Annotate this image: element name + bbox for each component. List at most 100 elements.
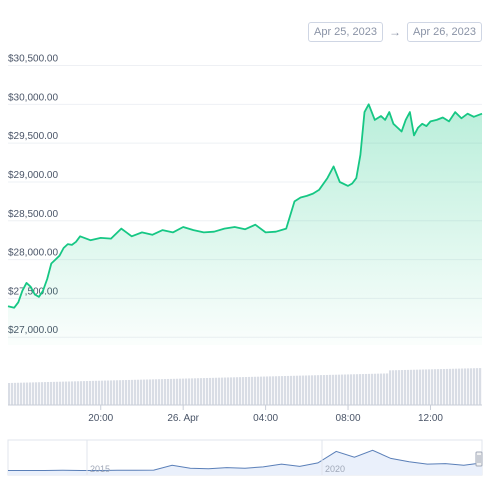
volume-bar: [239, 377, 242, 405]
volume-bar: [293, 375, 296, 405]
volume-bar: [362, 374, 365, 405]
x-tick-label: 26. Apr: [167, 413, 199, 424]
volume-bar: [233, 377, 236, 405]
volume-bar: [128, 379, 131, 405]
price-area: [8, 104, 482, 345]
volume-bar: [326, 374, 329, 405]
volume-bar: [311, 375, 314, 405]
volume-bar: [200, 378, 203, 405]
volume-bar: [179, 378, 182, 405]
volume-bar: [257, 376, 260, 405]
volume-bar: [308, 375, 311, 405]
volume-bar: [161, 379, 164, 405]
volume-bar: [272, 376, 275, 405]
volume-bar: [80, 381, 83, 405]
volume-bar: [335, 374, 338, 405]
volume-bar: [299, 375, 302, 405]
end-date-field[interactable]: Apr 26, 2023: [407, 22, 482, 42]
volume-bar: [350, 374, 353, 405]
volume-bar: [113, 380, 116, 405]
volume-bar: [443, 368, 446, 405]
volume-bar: [338, 374, 341, 405]
volume-bar: [440, 369, 443, 405]
volume-bar: [218, 377, 221, 405]
volume-bar: [236, 377, 239, 405]
volume-bar: [152, 379, 155, 405]
volume-bar: [449, 368, 452, 405]
volume-bar: [305, 375, 308, 405]
volume-bar: [353, 374, 356, 405]
volume-bar: [14, 382, 17, 405]
volume-bar: [92, 380, 95, 405]
volume-bar: [44, 382, 47, 405]
volume-bar: [71, 381, 74, 405]
start-date-field[interactable]: Apr 25, 2023: [308, 22, 383, 42]
volume-bar: [53, 381, 56, 405]
volume-bar: [377, 373, 380, 405]
volume-bar: [269, 376, 272, 405]
volume-bar: [41, 382, 44, 405]
volume-bar: [266, 376, 269, 405]
volume-bar: [389, 370, 392, 405]
volume-bar: [461, 368, 464, 405]
navigator-area: [8, 450, 482, 475]
volume-bar: [365, 373, 368, 405]
volume-bar: [122, 380, 125, 405]
volume-bar: [62, 381, 65, 405]
volume-bar: [404, 369, 407, 405]
volume-bar: [473, 368, 476, 405]
volume-bar: [155, 379, 158, 405]
volume-bar: [245, 377, 248, 405]
volume-bar: [20, 382, 23, 405]
volume-bar: [329, 374, 332, 405]
x-tick-label: 04:00: [253, 413, 278, 424]
volume-bar: [131, 379, 134, 405]
volume-bar: [176, 378, 179, 405]
volume-bar: [158, 379, 161, 405]
volume-bar: [275, 376, 278, 405]
volume-bar: [191, 378, 194, 405]
volume-bar: [203, 378, 206, 405]
volume-bar: [425, 369, 428, 405]
volume-bar: [374, 373, 377, 405]
volume-bar: [344, 374, 347, 405]
volume-bar: [263, 376, 266, 405]
price-line: [7, 103, 483, 309]
volume-bar: [278, 376, 281, 405]
volume-bar: [416, 369, 419, 405]
volume-bar: [314, 375, 317, 405]
volume-bar: [467, 368, 470, 405]
volume-bar: [224, 377, 227, 405]
volume-bar: [380, 373, 383, 405]
volume-bar: [98, 380, 101, 405]
volume-bar: [227, 377, 230, 405]
volume-bar: [215, 377, 218, 405]
volume-bar: [38, 382, 41, 405]
volume-bar: [137, 379, 140, 405]
navigator-handle: [475, 451, 483, 467]
volume-bar: [65, 381, 68, 405]
volume-bar: [116, 380, 119, 405]
volume-bar: [77, 381, 80, 405]
volume-bar: [188, 378, 191, 405]
volume-bar: [296, 375, 299, 405]
volume-bar: [206, 377, 209, 405]
volume-bar: [254, 376, 257, 405]
y-tick-label: $29,500.00: [8, 131, 58, 142]
volume-bar: [422, 369, 425, 405]
volume-bar: [428, 369, 431, 405]
navigator-label: 2020: [325, 464, 345, 474]
volume-bar: [17, 382, 20, 405]
volume-bar: [134, 379, 137, 405]
volume-bar: [290, 375, 293, 405]
volume-bar: [368, 373, 371, 405]
volume-bar: [26, 382, 29, 405]
volume-bar: [395, 370, 398, 405]
volume-bar: [29, 382, 32, 405]
volume-bar: [434, 369, 437, 405]
volume-bar: [68, 381, 71, 405]
volume-bar: [95, 380, 98, 405]
volume-bar: [251, 376, 254, 405]
volume-bar: [230, 377, 233, 405]
